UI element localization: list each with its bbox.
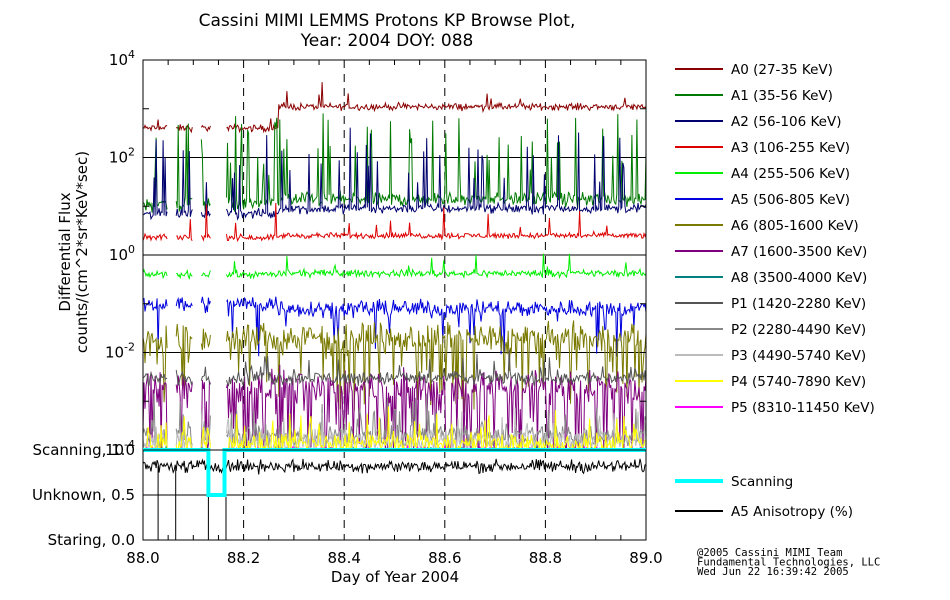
lower-legend-label: A5 Anisotropy (%) bbox=[731, 504, 853, 520]
legend-label: A2 (56-106 KeV) bbox=[731, 114, 841, 130]
legend-label: A4 (255-506 KeV) bbox=[731, 166, 850, 182]
series-line bbox=[142, 349, 647, 387]
legend-label: A5 (506-805 KeV) bbox=[731, 192, 850, 208]
lower-legend: Scanning A5 Anisotropy (%) bbox=[675, 474, 853, 520]
y-tick-label: 102 bbox=[109, 146, 135, 167]
x-axis-title: Day of Year 2004 bbox=[331, 568, 459, 586]
scanning-line bbox=[143, 448, 646, 497]
credit-line: Fundamental Technologies, LLC bbox=[697, 557, 880, 569]
lower-legend-label: Scanning bbox=[731, 474, 793, 490]
lower-panel-axes: 88.0 88.2 88.4 88.6 88.8 89.0 Scanning, 1.0 Unk… bbox=[32, 441, 663, 567]
y-axis-title-line1: Differential Flux bbox=[56, 192, 74, 311]
y-tick-label: 10-2 bbox=[105, 341, 135, 362]
series-line bbox=[142, 364, 647, 452]
legend-label: P4 (5740-7890 KeV) bbox=[731, 374, 866, 390]
y-tick-label: 10-4 bbox=[105, 438, 135, 459]
chart-subtitle: Year: 2004 DOY: 088 bbox=[300, 31, 474, 51]
upper-panel-axes: 104 102 100 10-2 10-4 bbox=[105, 48, 647, 459]
upper-panel-series bbox=[142, 82, 647, 452]
series-line bbox=[142, 113, 647, 213]
x-tick-label: 88.6 bbox=[428, 549, 461, 567]
series-line bbox=[142, 296, 647, 357]
lower-y-tick-label: Scanning, 1.0 bbox=[32, 441, 135, 459]
legend-label: P5 (8310-11450 KeV) bbox=[731, 400, 875, 416]
credit-line: @2005 Cassini MIMI Team bbox=[697, 547, 842, 559]
credit-line: Wed Jun 22 16:39:42 2005 bbox=[697, 566, 849, 578]
x-tick-label: 88.2 bbox=[227, 549, 260, 567]
chart-title-group: Cassini MIMI LEMMS Protons KP Browse Plo… bbox=[199, 11, 576, 51]
series-line bbox=[142, 127, 647, 221]
lower-frame bbox=[142, 449, 647, 541]
lower-y-tick-label: Staring, 0.0 bbox=[48, 531, 135, 549]
y-axis-title-line2: counts/(cm^2*sr*KeV*sec) bbox=[73, 151, 91, 353]
legend: A0 (27-35 KeV) A1 (35-56 KeV) A2 (56-106 K… bbox=[675, 62, 875, 416]
x-tick-label: 88.0 bbox=[126, 549, 159, 567]
series-line bbox=[142, 202, 647, 243]
chart-title: Cassini MIMI LEMMS Protons KP Browse Plo… bbox=[199, 11, 576, 31]
series-line bbox=[142, 82, 647, 134]
legend-label: A8 (3500-4000 KeV) bbox=[731, 270, 867, 286]
legend-label: P3 (4490-5740 KeV) bbox=[731, 348, 866, 364]
y-tick-label: 104 bbox=[109, 48, 135, 69]
x-tick-label: 88.4 bbox=[327, 549, 360, 567]
legend-label: A0 (27-35 KeV) bbox=[731, 62, 833, 78]
legend-label: P2 (2280-4490 KeV) bbox=[731, 322, 866, 338]
legend-label: A7 (1600-3500 KeV) bbox=[731, 244, 867, 260]
series-line bbox=[142, 253, 647, 280]
x-tick-label: 88.8 bbox=[529, 549, 562, 567]
y-axis-title: Differential Flux counts/(cm^2*sr*KeV*se… bbox=[56, 151, 91, 353]
lower-y-tick-label: Unknown, 0.5 bbox=[32, 486, 135, 504]
legend-label: A6 (805-1600 KeV) bbox=[731, 218, 859, 234]
anisotropy-line bbox=[142, 458, 647, 475]
x-tick-label: 89.0 bbox=[629, 549, 662, 567]
y-tick-label: 100 bbox=[109, 243, 135, 264]
legend-label: A1 (35-56 KeV) bbox=[731, 88, 833, 104]
legend-label: A3 (106-255 KeV) bbox=[731, 140, 850, 156]
legend-label: P1 (1420-2280 KeV) bbox=[731, 296, 866, 312]
